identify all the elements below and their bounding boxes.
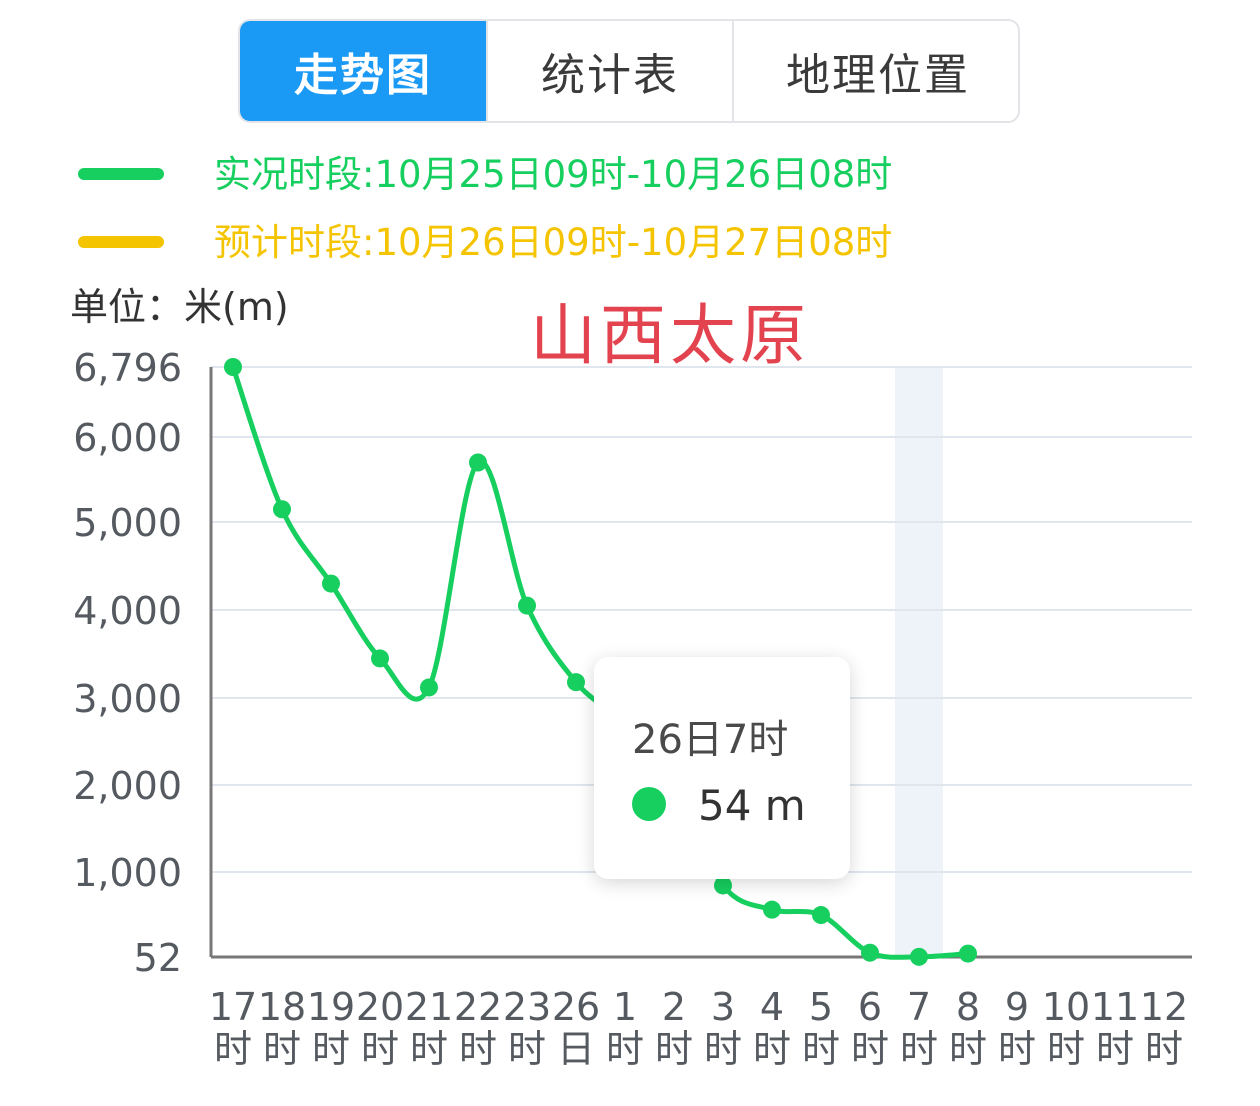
- x-tick-label: 20: [356, 985, 404, 1029]
- legend-observed: 实况时段:10月25日09时-10月26日08时: [78, 153, 892, 196]
- x-tick-label: 26: [552, 985, 600, 1029]
- x-tick-unit: 时: [1096, 1027, 1134, 1071]
- data-point: [714, 876, 732, 895]
- x-tick-label: 22: [454, 985, 502, 1029]
- y-tick-label: 4,000: [73, 589, 182, 633]
- x-tick-unit: 时: [1047, 1027, 1085, 1071]
- data-point: [861, 943, 879, 962]
- data-point: [420, 678, 438, 697]
- tab-trend-chart[interactable]: 走势图: [240, 21, 486, 121]
- data-point: [469, 453, 487, 472]
- chart-view-tabs: 走势图 统计表 地理位置: [238, 19, 1020, 123]
- tab-statistics-table[interactable]: 统计表: [486, 21, 732, 121]
- x-tick-unit: 时: [361, 1027, 399, 1071]
- data-point: [812, 906, 830, 925]
- data-point: [371, 649, 389, 668]
- x-tick-unit: 时: [263, 1027, 301, 1071]
- tooltip-time: 26日7时: [632, 717, 789, 763]
- x-tick-label: 19: [307, 985, 355, 1029]
- x-tick-label: 6: [858, 985, 882, 1029]
- y-tick-label: 6,796: [73, 346, 182, 390]
- x-tick-unit: 时: [606, 1027, 644, 1071]
- data-point: [273, 500, 291, 519]
- x-tick-label: 5: [809, 985, 833, 1029]
- data-point: [763, 900, 781, 919]
- data-point: [567, 673, 585, 692]
- legend-observed-text: 实况时段:10月25日09时-10月26日08时: [214, 153, 893, 196]
- x-tick-label: 9: [1005, 985, 1029, 1029]
- y-tick-label: 5,000: [73, 501, 182, 545]
- x-tick-label: 11: [1091, 985, 1139, 1029]
- data-point: [959, 944, 977, 963]
- x-tick-unit: 时: [459, 1027, 497, 1071]
- x-tick-unit: 时: [851, 1027, 889, 1071]
- x-tick-label: 18: [258, 985, 306, 1029]
- x-tick-unit: 时: [655, 1027, 693, 1071]
- legend-forecast: 预计时段:10月26日09时-10月27日08时: [78, 221, 892, 264]
- tab-geo-location[interactable]: 地理位置: [732, 21, 1018, 121]
- x-tick-label: 21: [405, 985, 453, 1029]
- data-point: [910, 947, 928, 966]
- x-tick-label: 4: [760, 985, 784, 1029]
- x-tick-label: 17: [209, 985, 257, 1029]
- x-tick-unit: 时: [704, 1027, 742, 1071]
- x-tick-unit: 时: [998, 1027, 1036, 1071]
- x-tick-unit: 时: [214, 1027, 252, 1071]
- data-tooltip: 26日7时 54 m: [594, 657, 850, 879]
- tooltip-value: 54 m: [698, 781, 806, 830]
- y-tick-label: 2,000: [73, 764, 182, 808]
- x-tick-unit: 时: [1145, 1027, 1183, 1071]
- x-tick-label: 23: [503, 985, 551, 1029]
- data-point: [224, 358, 242, 376]
- x-tick-unit: 时: [753, 1027, 791, 1071]
- x-tick-unit: 时: [949, 1027, 987, 1071]
- x-tick-label: 1: [613, 985, 637, 1029]
- x-tick-unit: 时: [312, 1027, 350, 1071]
- x-tick-unit: 日: [557, 1027, 595, 1071]
- legend-forecast-swatch: [78, 236, 164, 248]
- x-tick-label: 12: [1140, 985, 1188, 1029]
- x-tick-unit: 时: [508, 1027, 546, 1071]
- x-tick-label: 3: [711, 985, 735, 1029]
- x-tick-unit: 时: [410, 1027, 448, 1071]
- x-tick-unit: 时: [900, 1027, 938, 1071]
- x-tick-label: 7: [907, 985, 931, 1029]
- x-tick-label: 8: [956, 985, 980, 1029]
- hover-band: [895, 367, 943, 957]
- legend-observed-swatch: [78, 168, 164, 180]
- y-tick-label: 1,000: [73, 851, 182, 895]
- unit-label: 单位：米(m): [70, 285, 289, 329]
- y-tick-label: 52: [134, 936, 182, 980]
- legend-forecast-text: 预计时段:10月26日09时-10月27日08时: [214, 221, 893, 264]
- x-tick-unit: 时: [802, 1027, 840, 1071]
- data-point: [322, 574, 340, 593]
- x-tick-label: 10: [1042, 985, 1090, 1029]
- x-tick-label: 2: [662, 985, 686, 1029]
- y-tick-label: 6,000: [73, 416, 182, 460]
- y-tick-label: 3,000: [73, 677, 182, 721]
- tooltip-series-dot: [632, 787, 666, 821]
- chart-title: 山西太原: [530, 297, 810, 374]
- data-point: [518, 596, 536, 615]
